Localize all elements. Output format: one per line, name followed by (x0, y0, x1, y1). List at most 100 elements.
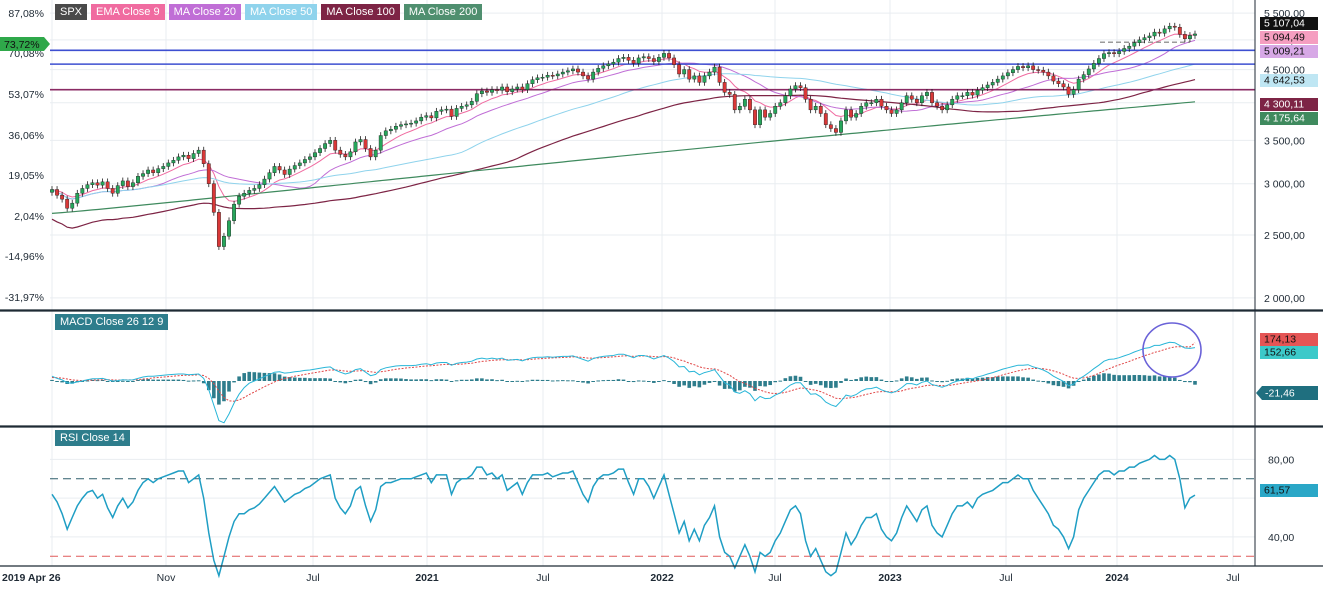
macd-histogram-bar (389, 378, 393, 381)
x-axis-label: Jul (306, 572, 319, 584)
macd-histogram-bar (100, 379, 105, 381)
macd-histogram-bar (1178, 379, 1182, 381)
rsi-panel[interactable] (50, 454, 1255, 579)
macd-histogram-bar (894, 380, 899, 382)
macd-histogram-bar (257, 372, 262, 381)
price-badge-bg (1260, 112, 1318, 125)
macd-histogram-bar (176, 379, 181, 381)
candle-body (272, 166, 277, 173)
macd-histogram-bar (1188, 381, 1192, 383)
macd-histogram-bar (429, 380, 434, 382)
macd-histogram-bar (424, 379, 429, 381)
candle-body (985, 84, 990, 88)
macd-histogram-bar (1036, 380, 1041, 382)
candle-body (388, 129, 393, 132)
macd-histogram-bar (206, 381, 211, 391)
candle-body (828, 124, 833, 129)
candle-body (247, 190, 252, 194)
macd-badge: -21,46 (1256, 386, 1318, 400)
macd-histogram-bar (611, 379, 616, 381)
legend-item[interactable]: MA Close 50 (244, 4, 318, 20)
candle-body (505, 86, 510, 92)
candle-body (353, 141, 358, 153)
macd-histogram-bar (313, 378, 317, 381)
price-badge: 5 107,04 (1260, 17, 1318, 30)
macd-histogram-bar (105, 381, 110, 382)
candle-body (115, 185, 120, 194)
legend-item[interactable]: SPX (55, 4, 88, 20)
macd-histogram-bar (328, 378, 332, 381)
macd-histogram-bar (834, 381, 838, 388)
legend-item[interactable]: MA Close 200 (403, 4, 483, 20)
legend-item[interactable]: MA Close 100 (321, 4, 400, 20)
macd-histogram-bar (1102, 373, 1106, 381)
price-badge-bg (1260, 45, 1318, 58)
macd-histogram-bar (621, 379, 626, 381)
macd-histogram-bar (171, 379, 176, 381)
macd-histogram-bar (338, 381, 343, 383)
candle-body (687, 69, 692, 80)
macd-histogram-bar (439, 379, 444, 381)
macd-histogram-bar (480, 378, 484, 381)
candle-body (1051, 75, 1056, 82)
macd-line (51, 341, 1196, 424)
candle-body (975, 90, 980, 96)
candle-body (945, 104, 950, 111)
right-axis-label: 2 000,00 (1264, 293, 1305, 305)
candle-body (702, 75, 707, 83)
macd-histogram-bar (419, 379, 423, 381)
macd-histogram-bar (925, 377, 929, 381)
macd-histogram-bar (363, 381, 368, 383)
candle-body (904, 95, 909, 103)
candle-body (874, 99, 879, 103)
macd-histogram-bar (738, 381, 742, 391)
candle-body (823, 113, 828, 125)
macd-histogram-bar (404, 379, 408, 381)
candle-body (474, 93, 479, 102)
macd-histogram-bar (1076, 381, 1081, 382)
macd-histogram-bar (1056, 381, 1061, 387)
macd-histogram-bar (849, 379, 853, 381)
macd-histogram-bar (530, 379, 535, 381)
candle-body (606, 63, 611, 67)
macd-histogram-bar (444, 379, 449, 381)
macd-histogram-bar (1183, 381, 1187, 383)
candle-body (110, 188, 115, 194)
macd-histogram-bar (212, 381, 216, 399)
macd-histogram-bar (196, 380, 201, 382)
rsi-legend: RSI Close 14 (55, 430, 130, 446)
candle-body (1026, 65, 1031, 68)
candle-body (869, 102, 874, 104)
candle-body (287, 168, 292, 175)
macd-histogram-bar (657, 381, 661, 382)
candle-body (282, 169, 287, 175)
macd-histogram-bar (166, 379, 171, 381)
macd-histogram-bar (475, 378, 479, 381)
macd-histogram-bar (186, 380, 191, 382)
macd-histogram-bar (60, 381, 64, 383)
candle-body (131, 182, 135, 187)
left-axis-label: 87,08% (8, 8, 44, 20)
macd-histogram-bar (1066, 381, 1071, 389)
macd-histogram-bar (662, 380, 666, 382)
legend-item[interactable]: EMA Close 9 (91, 4, 165, 20)
candle-body (1097, 58, 1101, 64)
macd-histogram-bar (247, 371, 252, 381)
badge-layer: 5 107,04 5 094,49 5 009,21 4 642,53 4 300,11… (0, 17, 1318, 497)
macd-histogram-bar (161, 379, 166, 381)
macd-histogram-bar (712, 381, 717, 382)
candle-body (636, 57, 641, 64)
candle-body (980, 87, 985, 91)
macd-histogram-bar (495, 380, 499, 382)
macd-histogram-bar (576, 381, 580, 382)
macd-histogram-bar (768, 381, 772, 386)
price-badge-text: 5 107,04 (1264, 18, 1305, 30)
macd-histogram-bar (1051, 381, 1056, 386)
candle-body (576, 68, 580, 73)
macd-panel[interactable] (50, 322, 1202, 424)
candle-body (1061, 83, 1066, 88)
legend-item[interactable]: MA Close 20 (168, 4, 241, 20)
candle-body (166, 162, 171, 167)
price-panel[interactable] (50, 22, 1255, 250)
macd-histogram-bar (115, 381, 120, 382)
